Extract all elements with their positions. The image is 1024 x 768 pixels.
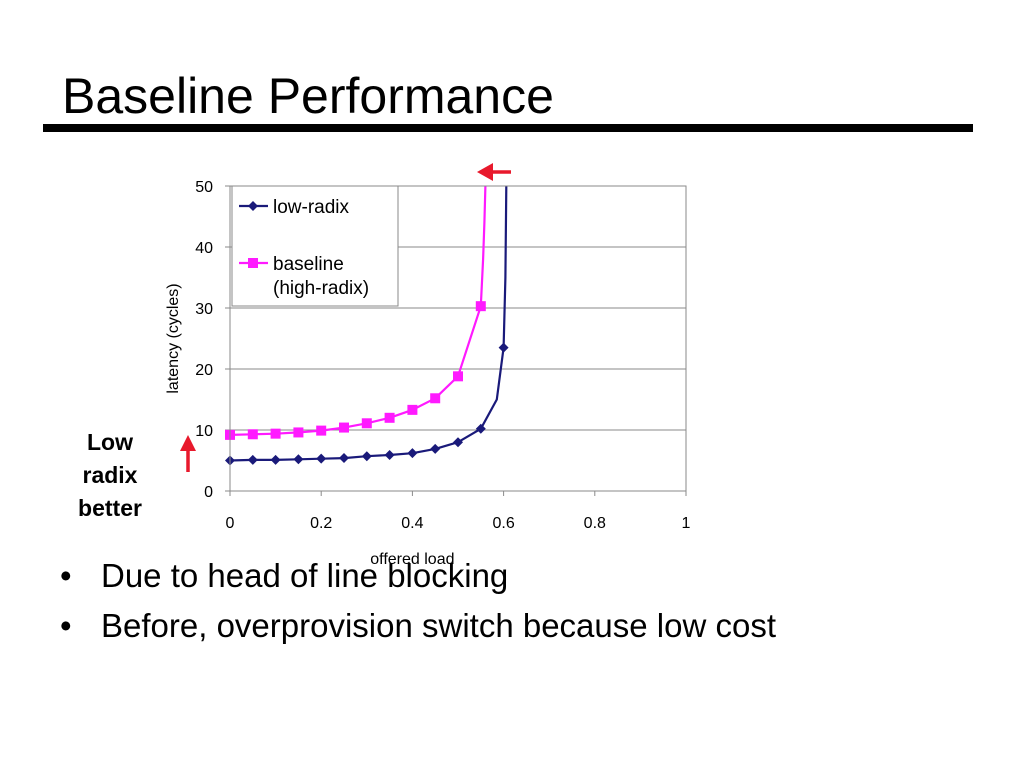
- data-point-diamond: [453, 437, 463, 448]
- up-arrow-head: [180, 435, 196, 451]
- title-underline: [43, 124, 973, 132]
- series-markers: [225, 301, 509, 466]
- bullet-item: • Before, overprovision switch because l…: [60, 606, 840, 646]
- data-point-diamond: [430, 443, 441, 454]
- bullet-glyph: •: [60, 607, 72, 644]
- data-point-square: [339, 422, 349, 433]
- bullet-text: Before, overprovision switch because low…: [101, 607, 776, 644]
- data-point-diamond: [498, 342, 509, 353]
- x-tick-label: 1: [682, 515, 691, 532]
- bullet-glyph: •: [60, 557, 72, 594]
- series-line: [229, 185, 508, 462]
- data-point-diamond: [293, 454, 304, 465]
- y-tick-label: 40: [195, 240, 213, 257]
- legend-label: low-radix: [273, 197, 350, 218]
- y-tick-label: 10: [195, 423, 213, 440]
- data-point-diamond: [361, 451, 372, 462]
- legend-swatch-diamond: [248, 201, 258, 211]
- y-tick-label: 50: [195, 179, 213, 196]
- y-tick-label: 0: [204, 484, 213, 501]
- data-point-square: [475, 301, 486, 312]
- data-point-diamond: [407, 448, 418, 459]
- note-line: radix: [82, 462, 138, 488]
- data-point-diamond: [316, 453, 327, 464]
- data-point-diamond: [339, 453, 349, 464]
- bullet-text: Due to head of line blocking: [101, 557, 509, 594]
- annotation-arrows: [180, 163, 511, 472]
- note-line: Low: [87, 429, 133, 455]
- slide-title: Baseline Performance: [62, 68, 554, 124]
- bullet-item: • Due to head of line blocking: [60, 556, 840, 596]
- y-axis-label: latency (cycles): [165, 283, 182, 393]
- x-tick-label: 0.6: [492, 515, 514, 532]
- y-tick-label: 30: [195, 301, 213, 318]
- data-point-square: [407, 404, 418, 415]
- x-tick-labels: 0 0.2 0.4 0.6 0.8 1: [226, 515, 691, 532]
- y-tick-label: 20: [195, 362, 213, 379]
- data-point-square: [361, 418, 372, 429]
- x-axis-label: offered load: [370, 551, 454, 568]
- data-point-diamond: [270, 454, 281, 465]
- data-point-square: [453, 371, 463, 382]
- low-radix-better-note: Low radix better: [60, 426, 160, 525]
- chart-legend: low-radix baseline (high-radix): [231, 185, 399, 307]
- note-line: better: [78, 495, 142, 521]
- data-point-diamond: [247, 454, 258, 465]
- y-tick-labels: 0 10 20 30 40 50: [195, 179, 213, 501]
- bullet-list: • Due to head of line blocking • Before,…: [60, 556, 840, 656]
- x-tick-label: 0.4: [401, 515, 423, 532]
- x-tick-label: 0: [226, 515, 235, 532]
- data-point-square: [270, 428, 281, 439]
- data-point-square: [430, 393, 441, 404]
- legend-swatch-square: [248, 258, 258, 268]
- data-point-square: [316, 425, 327, 436]
- plot-frame: [229, 185, 687, 492]
- data-point-square: [247, 429, 258, 440]
- data-point-square: [293, 427, 304, 438]
- legend-label: baseline: [273, 254, 344, 275]
- data-point-square: [384, 412, 395, 423]
- data-point-diamond: [384, 450, 395, 461]
- left-arrow-head: [477, 163, 493, 181]
- x-tick-label: 0.8: [584, 515, 606, 532]
- legend-label: (high-radix): [273, 278, 369, 299]
- data-point-diamond: [475, 423, 486, 434]
- x-tick-label: 0.2: [310, 515, 332, 532]
